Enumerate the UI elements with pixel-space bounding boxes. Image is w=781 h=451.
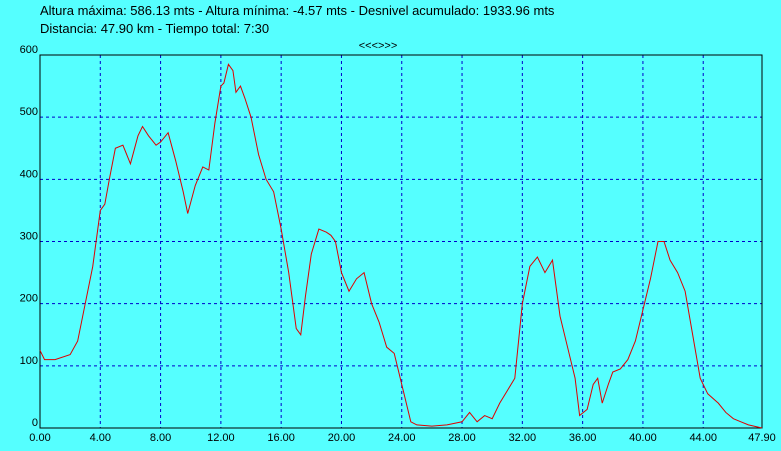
y-tick-label: 400 (20, 168, 38, 180)
y-tick-label: 300 (20, 231, 38, 243)
y-tick-label: 200 (20, 293, 38, 305)
x-tick-label: 4.00 (90, 432, 111, 444)
elevation-line (39, 63, 763, 429)
plot-frame (39, 54, 763, 429)
x-tick-label: 24.00 (388, 432, 416, 444)
x-tick-label: 40.00 (629, 432, 657, 444)
y-tick-label: 600 (20, 44, 38, 56)
x-tick-label: 28.00 (448, 432, 476, 444)
y-tick-label: 0 (32, 417, 38, 429)
x-tick-label: 0.00 (29, 432, 50, 444)
x-tick-label: 44.00 (689, 432, 717, 444)
x-tick-label: 32.00 (509, 432, 537, 444)
x-tick-label: 16.00 (267, 432, 295, 444)
x-tick-label: 47.90 (748, 432, 776, 444)
nav-arrows[interactable]: <<<>>> (359, 40, 398, 52)
stats-line: Altura máxima: 586.13 mts - Altura mínim… (40, 3, 555, 18)
y-tick-label: 500 (20, 106, 38, 118)
y-tick-label: 100 (20, 355, 38, 367)
x-tick-label: 12.00 (207, 432, 235, 444)
x-tick-label: 36.00 (569, 432, 597, 444)
x-tick-label: 8.00 (150, 432, 171, 444)
x-tick-label: 20.00 (328, 432, 356, 444)
stats-line: Distancia: 47.90 km - Tiempo total: 7:30 (40, 21, 269, 36)
